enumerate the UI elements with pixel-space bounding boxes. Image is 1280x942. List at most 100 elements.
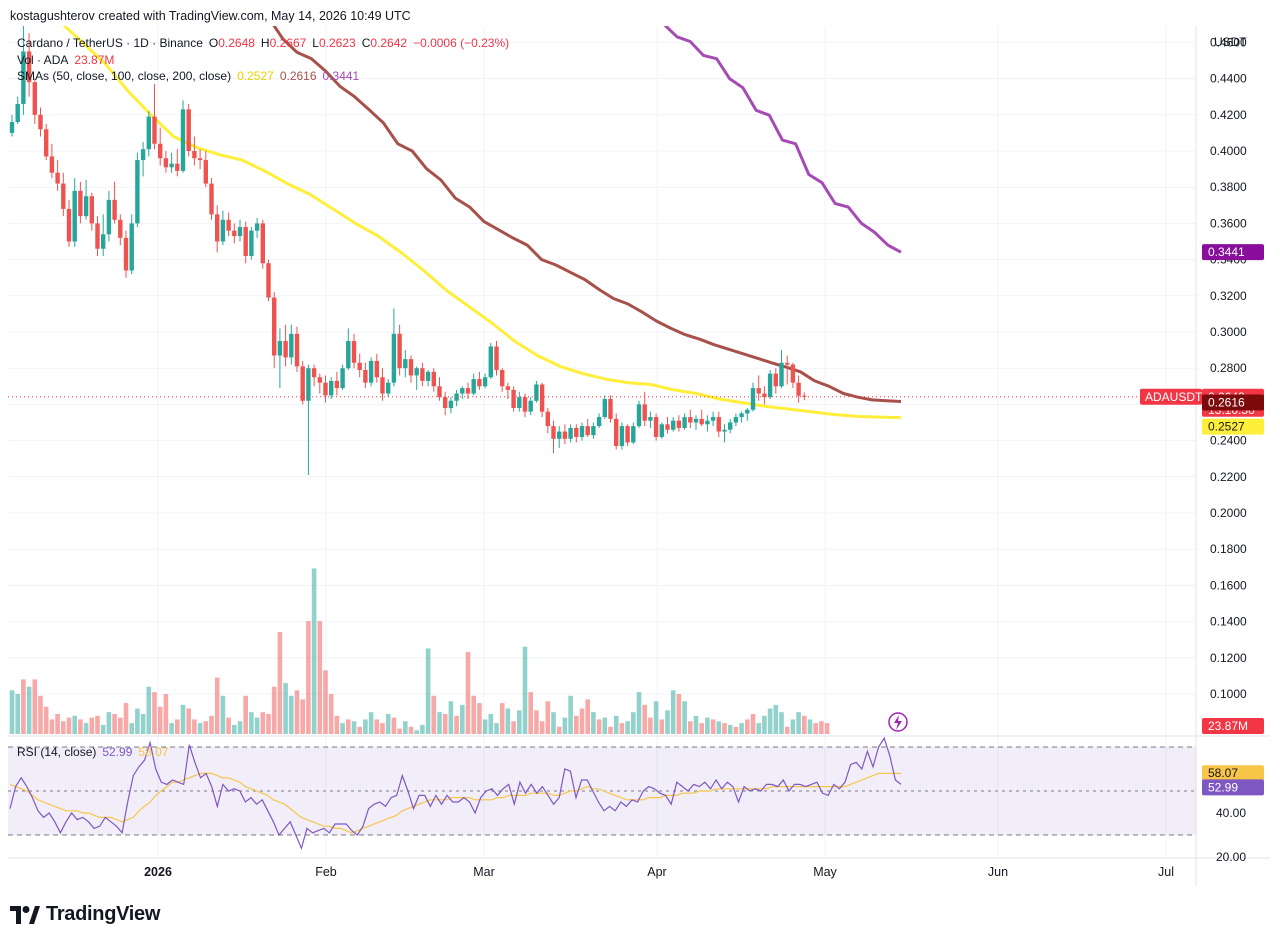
candle-body	[397, 333, 402, 369]
candle-body	[500, 370, 505, 387]
candle-body	[488, 346, 493, 378]
candle-body	[249, 230, 254, 256]
volume-bar	[271, 686, 277, 734]
time-tick-label: Feb	[315, 865, 337, 879]
candle-body	[129, 223, 134, 271]
candle-body	[591, 426, 596, 436]
candle-body	[158, 143, 163, 159]
volume-bar	[767, 708, 773, 734]
volume-bar	[722, 723, 727, 734]
price-tick-label: 0.2200	[1210, 470, 1247, 484]
rsi-tick-label: 20.00	[1216, 850, 1246, 864]
volume-bar	[9, 690, 15, 734]
volume-bar	[403, 721, 408, 734]
volume-bar	[328, 693, 334, 734]
candle-body	[55, 172, 60, 184]
candle-body	[169, 163, 174, 168]
candle-body	[614, 418, 619, 447]
volume-bar	[26, 686, 32, 734]
volume-bar	[317, 621, 323, 734]
chart-svg[interactable]: 0.4600 0.4400 0.4200 0.4000 0.3800 0.3600 0.34…	[8, 26, 1270, 886]
rsi-label[interactable]: RSI (14, close)	[17, 745, 97, 759]
volume-bar	[226, 717, 231, 734]
candle-body	[551, 426, 556, 439]
volume-bar	[574, 715, 579, 734]
candle-body	[197, 158, 203, 161]
candle-body	[38, 114, 43, 130]
candle-body	[562, 431, 568, 439]
volume-bar	[385, 713, 391, 734]
symbol-title[interactable]: Cardano / TetherUS · 1D · Binance	[17, 36, 203, 50]
candle-body	[78, 190, 83, 217]
volume-bar	[203, 721, 209, 734]
volume-bar	[152, 692, 157, 734]
candle-body	[357, 362, 362, 371]
volume-bar	[100, 724, 106, 734]
low-value: 0.2623	[318, 36, 356, 50]
candle-body	[363, 370, 368, 383]
candle-body	[112, 199, 117, 220]
volume-bar	[175, 719, 180, 734]
sma-label[interactable]: SMAs (50, close, 100, close, 200, close)	[17, 69, 232, 83]
candle-body	[186, 109, 191, 151]
volume-bar	[460, 704, 465, 734]
volume-bar	[55, 713, 60, 734]
tradingview-logo[interactable]: TradingView	[10, 903, 160, 926]
time-tick-label: Jul	[1158, 865, 1174, 879]
volume-bar	[505, 708, 511, 734]
price-axis[interactable]: 0.4600 0.4400 0.4200 0.4000 0.3800 0.3600 0.34…	[1210, 35, 1247, 864]
candle-body	[773, 373, 778, 387]
candle-body	[9, 122, 15, 133]
candle-body	[796, 382, 801, 396]
volume-bar	[790, 719, 796, 734]
volume-bar	[118, 717, 123, 734]
candle-body	[374, 360, 379, 378]
volume-legend[interactable]: Vol · ADA 23.87M	[17, 53, 114, 67]
candle-body	[340, 368, 345, 389]
price-tick-label: 0.4600	[1210, 35, 1247, 49]
volume-bar	[693, 715, 699, 734]
candle-body	[659, 424, 664, 437]
candle-body	[625, 426, 630, 443]
candle-body	[710, 417, 716, 421]
candle-body	[254, 223, 260, 231]
rsi-tick-label: 40.00	[1216, 806, 1246, 820]
price-badges: 0.34410.264213:10:56ADAUSDT0.26160.25272…	[1140, 244, 1264, 796]
volume-bar	[762, 715, 767, 734]
sma200-line	[663, 26, 902, 254]
volume-bar	[38, 695, 43, 734]
volume-bar	[471, 695, 476, 734]
candle-body	[391, 333, 397, 383]
candle-body	[277, 341, 283, 356]
rsi-legend[interactable]: RSI (14, close) 52.99 58.07	[17, 745, 168, 759]
volume-bar	[289, 695, 294, 734]
candle-body	[534, 384, 539, 401]
price-tick-label: 0.4200	[1210, 108, 1247, 122]
candle-body	[465, 388, 471, 394]
symbol-legend[interactable]: Cardano / TetherUS · 1D · Binance O0.264…	[17, 36, 509, 50]
change-value: −0.0006 (−0.23%)	[413, 36, 510, 50]
volume-bar	[619, 723, 625, 734]
volume-bar	[745, 719, 750, 734]
time-axis[interactable]: 2026 Feb Mar Apr May Jun Jul	[144, 865, 1174, 879]
volume-bar	[232, 724, 237, 734]
volume-bar	[129, 723, 134, 734]
open-value: 0.2648	[218, 36, 255, 50]
volume-bar	[608, 726, 613, 734]
volume-bar	[733, 726, 739, 734]
volume-bar	[397, 728, 402, 734]
volume-bar	[596, 719, 602, 734]
volume-bar	[819, 721, 824, 734]
volume-bar	[266, 713, 271, 734]
sma-legend[interactable]: SMAs (50, close, 100, close, 200, close)…	[17, 69, 359, 83]
volume-label[interactable]: Vol · ADA	[17, 53, 69, 67]
volume-bar	[408, 726, 414, 734]
volume-bar	[756, 723, 761, 734]
candle-body	[767, 373, 773, 398]
volume-bar	[95, 715, 100, 734]
candle-body	[528, 400, 533, 412]
candle-body	[272, 297, 277, 356]
candle-body	[545, 411, 550, 427]
candle-body	[431, 371, 436, 387]
candle-body	[676, 420, 682, 428]
